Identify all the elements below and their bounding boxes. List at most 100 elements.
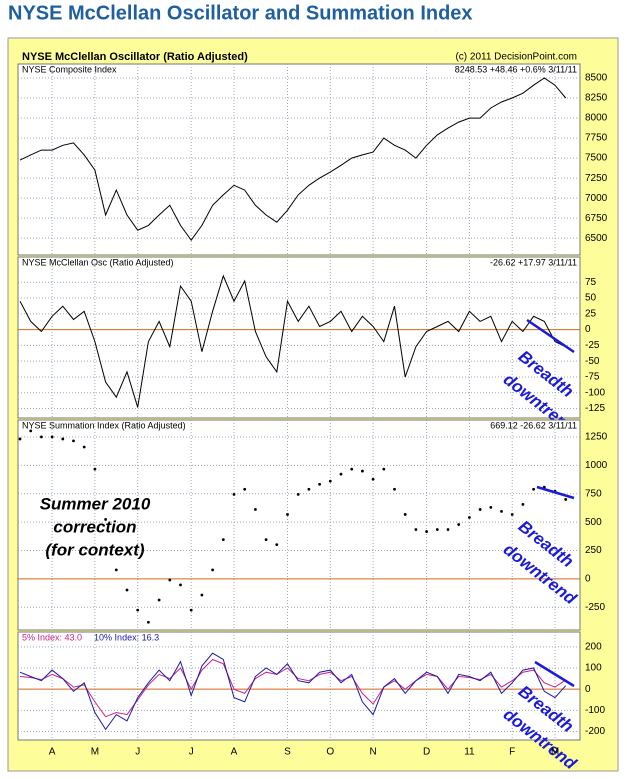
y-tick-label: 200 — [585, 641, 602, 652]
y-tick-label: 0 — [585, 684, 591, 695]
dot — [168, 578, 172, 582]
dot — [136, 608, 140, 612]
legend-entry: 10% Index: 16.3 — [94, 632, 159, 642]
panel — [17, 256, 581, 419]
y-tick-label: 7750 — [585, 133, 608, 144]
y-tick-label: 7000 — [585, 193, 608, 204]
legend-entry: 5% Index: 43.0 — [22, 632, 82, 642]
y-tick-label: 0 — [585, 324, 591, 335]
x-tick-label: F — [509, 747, 515, 758]
x-tick-label: J — [135, 747, 140, 758]
dot — [564, 498, 568, 501]
y-tick-label: 8500 — [585, 73, 608, 84]
dot — [382, 467, 386, 471]
dot — [179, 583, 182, 587]
dot — [189, 608, 193, 612]
y-tick-label: -25 — [585, 340, 600, 351]
x-tick-label: S — [284, 747, 291, 758]
x-tick-label: 11 — [464, 747, 475, 758]
dot — [82, 445, 86, 449]
trend-line — [534, 660, 575, 688]
dot — [521, 502, 525, 506]
x-tick-label: N — [369, 747, 376, 758]
y-tick-label: -100 — [585, 705, 605, 716]
dot — [40, 435, 43, 439]
dot — [328, 479, 332, 483]
dot — [318, 482, 321, 486]
y-tick-label: 8250 — [585, 93, 608, 104]
y-tick-label: -100 — [585, 387, 605, 398]
dot — [371, 477, 375, 481]
y-tick-label: 250 — [585, 545, 602, 556]
trend-line — [526, 318, 575, 354]
panel-title: NYSE Summation Index (Ratio Adjusted) — [22, 420, 186, 430]
dot — [339, 472, 343, 476]
dot — [125, 588, 129, 592]
annotation: correction — [53, 517, 136, 536]
y-tick-label: -250 — [585, 602, 605, 613]
y-tick-label: 75 — [585, 277, 597, 288]
dot — [286, 513, 289, 516]
dot — [425, 530, 428, 533]
x-tick-label: M — [551, 747, 559, 758]
x-tick-label: M — [91, 747, 99, 758]
y-tick-label: 8000 — [585, 113, 608, 124]
panel — [17, 631, 581, 741]
panel-info: -26.62 +17.97 3/11/11 — [490, 257, 577, 267]
dot — [478, 508, 482, 511]
dot — [414, 528, 418, 531]
dot — [532, 487, 535, 491]
dot — [350, 467, 354, 471]
dot — [18, 437, 22, 441]
dot — [403, 513, 407, 516]
dot — [489, 506, 493, 509]
dot — [211, 568, 215, 572]
y-tick-label: -75 — [585, 372, 600, 383]
dot — [275, 543, 279, 547]
dot — [468, 516, 471, 519]
y-tick-label: 6750 — [585, 213, 608, 224]
dot — [232, 492, 236, 496]
line — [19, 652, 567, 731]
y-tick-label: -125 — [585, 403, 605, 414]
dot — [243, 487, 247, 491]
dot — [200, 593, 204, 597]
dot — [72, 439, 75, 443]
y-tick-label: 7500 — [585, 153, 608, 164]
y-tick-label: 750 — [585, 488, 602, 499]
trend-line — [536, 485, 575, 500]
dot — [510, 513, 514, 516]
panel — [17, 419, 581, 631]
y-tick-label: 1000 — [585, 460, 608, 471]
y-tick-label: 1250 — [585, 432, 608, 443]
x-tick-label: A — [231, 747, 238, 758]
dot — [264, 538, 268, 542]
dot — [457, 523, 461, 526]
dot — [61, 437, 65, 441]
x-tick-label: D — [423, 747, 430, 758]
dot — [446, 528, 450, 531]
y-tick-label: 100 — [585, 663, 602, 674]
panel-title: NYSE Composite Index — [22, 64, 117, 74]
dot — [254, 508, 257, 511]
dot — [361, 469, 364, 473]
plot-area: 650067507000725075007750800082508500NYSE… — [17, 63, 608, 774]
y-tick-label: 6500 — [585, 233, 608, 244]
dot — [157, 598, 161, 602]
dot — [500, 509, 503, 513]
y-tick-label: 25 — [585, 308, 597, 319]
x-tick-label: O — [326, 747, 334, 758]
y-tick-label: 7250 — [585, 173, 608, 184]
annotation: (for context) — [45, 540, 145, 559]
dot — [114, 568, 118, 572]
dot — [104, 518, 107, 521]
dot — [29, 429, 33, 433]
panel-info: 8248.53 +48.46 +0.6% 3/11/11 — [455, 64, 577, 74]
y-tick-label: 0 — [585, 574, 591, 585]
panel-info: 669.12 -26.62 3/11/11 — [490, 420, 577, 430]
dot — [435, 528, 439, 531]
y-tick-label: 50 — [585, 293, 597, 304]
dot — [50, 435, 54, 439]
dot — [296, 492, 300, 496]
